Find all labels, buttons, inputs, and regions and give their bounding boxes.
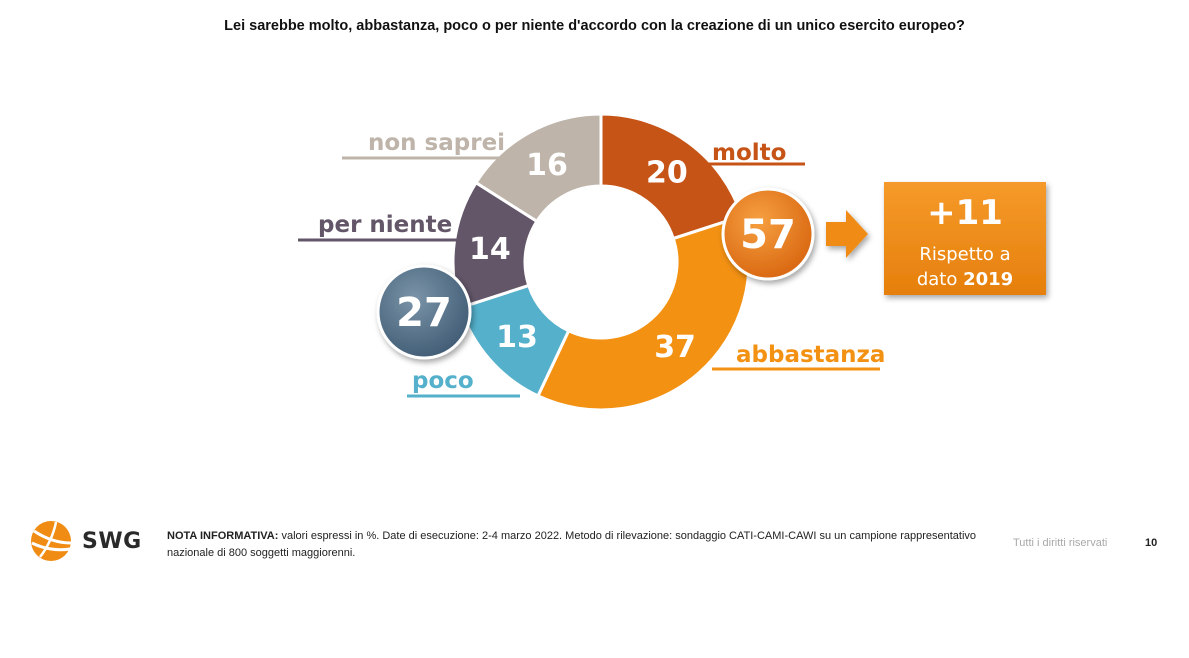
summary-circle-2 (376, 264, 472, 360)
rights-text: Tutti i diritti riservati (1013, 537, 1108, 549)
swg-logo (31, 521, 72, 561)
summary-value-1: 57 (740, 212, 796, 258)
summary-circle-1 (721, 187, 815, 281)
page-number: 10 (1145, 537, 1158, 549)
footer-note: NOTA INFORMATIVA: valori espressi in %. … (167, 528, 987, 562)
callout-line-1: Rispetto a (919, 244, 1010, 265)
callout-line-2-prefix: dato (917, 269, 963, 290)
summary-value-2: 27 (396, 290, 452, 336)
category-label-non-saprei: non saprei (368, 130, 505, 156)
callout-year: 2019 (963, 269, 1013, 290)
callout-box (884, 182, 1046, 295)
value-label-per-niente: 14 (469, 232, 511, 267)
note-label: NOTA INFORMATIVA: (167, 530, 279, 542)
arrow-right-icon (826, 210, 868, 258)
callout-line-2: dato 2019 (917, 269, 1013, 290)
chart-title: Lei sarebbe molto, abbastanza, poco o pe… (224, 18, 965, 34)
orange-globe-icon (31, 521, 72, 561)
value-label-non-saprei: 16 (526, 148, 568, 183)
slice-abbastanza (535, 214, 751, 412)
category-label-molto: molto (712, 140, 786, 166)
value-label-abbastanza: 37 (654, 330, 696, 365)
slice-non-saprei (473, 112, 603, 224)
value-label-poco: 13 (496, 320, 538, 355)
callout-value: +11 (927, 193, 1003, 233)
category-label-poco: poco (412, 368, 474, 394)
category-label-abbastanza: abbastanza (736, 342, 885, 368)
logo-text: SWG (82, 529, 142, 554)
value-label-molto: 20 (646, 155, 688, 190)
note-text: valori espressi in %. Date di esecuzione… (167, 530, 977, 559)
category-label-per-niente: per niente (318, 212, 452, 238)
